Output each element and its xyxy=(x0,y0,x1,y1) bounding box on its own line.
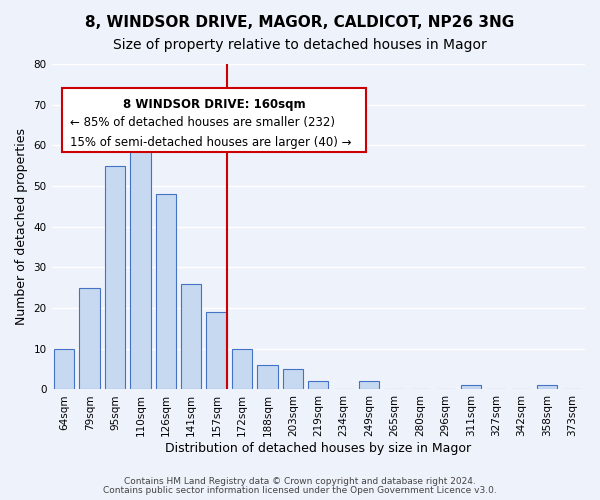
Bar xyxy=(461,386,481,390)
Text: Contains public sector information licensed under the Open Government Licence v3: Contains public sector information licen… xyxy=(103,486,497,495)
Bar xyxy=(232,349,252,390)
Bar xyxy=(206,312,227,390)
FancyBboxPatch shape xyxy=(62,88,366,152)
Bar xyxy=(308,382,328,390)
Bar xyxy=(537,386,557,390)
Bar xyxy=(283,369,303,390)
Bar xyxy=(181,284,202,390)
Text: 8 WINDSOR DRIVE: 160sqm: 8 WINDSOR DRIVE: 160sqm xyxy=(123,98,305,111)
Text: Size of property relative to detached houses in Magor: Size of property relative to detached ho… xyxy=(113,38,487,52)
Bar xyxy=(257,365,278,390)
Bar xyxy=(155,194,176,390)
Bar xyxy=(105,166,125,390)
Text: Contains HM Land Registry data © Crown copyright and database right 2024.: Contains HM Land Registry data © Crown c… xyxy=(124,477,476,486)
Bar xyxy=(359,382,379,390)
Text: 8, WINDSOR DRIVE, MAGOR, CALDICOT, NP26 3NG: 8, WINDSOR DRIVE, MAGOR, CALDICOT, NP26 … xyxy=(85,15,515,30)
Bar xyxy=(54,349,74,390)
Text: 15% of semi-detached houses are larger (40) →: 15% of semi-detached houses are larger (… xyxy=(70,136,352,148)
X-axis label: Distribution of detached houses by size in Magor: Distribution of detached houses by size … xyxy=(165,442,472,455)
Bar xyxy=(79,288,100,390)
Y-axis label: Number of detached properties: Number of detached properties xyxy=(15,128,28,325)
Bar xyxy=(130,133,151,390)
Text: ← 85% of detached houses are smaller (232): ← 85% of detached houses are smaller (23… xyxy=(70,116,335,129)
